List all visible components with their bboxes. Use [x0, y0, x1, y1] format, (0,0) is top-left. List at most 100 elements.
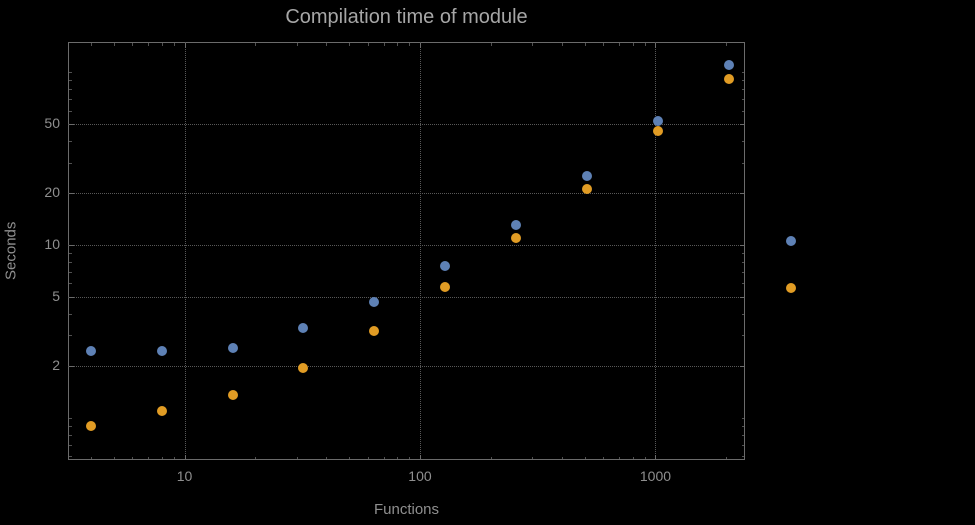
data-point-blue-x256 [511, 220, 522, 231]
x-minor-tick-bottom-200 [490, 457, 492, 460]
y-minor-tick-left-60 [69, 110, 72, 112]
gridline-horizontal-2 [68, 365, 745, 367]
y-minor-tick-left-0.9 [69, 425, 72, 427]
x-minor-tick-bottom-4 [90, 457, 92, 460]
x-minor-tick-top-200 [490, 43, 492, 46]
x-tick-bottom-100 [419, 455, 421, 460]
plot-area [68, 42, 745, 460]
y-minor-tick-right-3 [742, 335, 745, 337]
y-minor-tick-right-0.9 [742, 425, 745, 427]
y-minor-tick-left-80 [69, 89, 72, 91]
y-tick-right-10 [740, 245, 745, 247]
x-minor-tick-top-50 [349, 43, 351, 46]
x-tick-top-1000 [655, 43, 657, 48]
data-point-orange-x256 [511, 232, 522, 243]
y-minor-tick-right-1 [742, 417, 745, 419]
x-minor-tick-bottom-60 [367, 457, 369, 460]
y-minor-tick-left-9 [69, 253, 72, 255]
x-minor-tick-bottom-500 [584, 457, 586, 460]
data-point-orange-x128 [440, 282, 451, 293]
y-minor-tick-right-80 [742, 89, 745, 91]
y-minor-tick-right-30 [742, 162, 745, 164]
data-point-blue-x128 [440, 260, 451, 271]
data-point-blue-x2048 [723, 60, 734, 71]
y-minor-tick-left-70 [69, 99, 72, 101]
x-minor-tick-bottom-9 [173, 457, 175, 460]
legend-marker-orange [786, 283, 796, 293]
y-minor-tick-left-90 [69, 80, 72, 82]
data-point-orange-x32 [298, 362, 309, 373]
x-tick-label-100: 100 [408, 468, 432, 484]
y-minor-tick-right-6 [742, 283, 745, 285]
x-minor-tick-top-4 [90, 43, 92, 46]
y-minor-tick-right-90 [742, 80, 745, 82]
y-minor-tick-right-9 [742, 253, 745, 255]
data-point-blue-x16 [227, 342, 238, 353]
y-minor-tick-right-4 [742, 313, 745, 315]
y-tick-left-10 [69, 245, 74, 247]
x-minor-tick-bottom-2000 [726, 457, 728, 460]
x-minor-tick-bottom-7 [148, 457, 150, 460]
x-minor-tick-top-2000 [726, 43, 728, 46]
x-minor-tick-top-70 [383, 43, 385, 46]
gridline-horizontal-50 [68, 124, 745, 126]
data-point-orange-x8 [156, 405, 167, 416]
x-minor-tick-bottom-5 [113, 457, 115, 460]
x-minor-tick-bottom-70 [383, 457, 385, 460]
x-minor-tick-top-30 [296, 43, 298, 46]
x-minor-tick-bottom-90 [409, 457, 411, 460]
data-point-blue-x4 [85, 345, 96, 356]
y-minor-tick-left-0.6 [69, 456, 72, 458]
x-minor-tick-top-900 [644, 43, 646, 46]
x-minor-tick-top-20 [255, 43, 257, 46]
x-minor-tick-top-60 [367, 43, 369, 46]
y-minor-tick-right-0.8 [742, 434, 745, 436]
x-axis-label: Functions [373, 501, 440, 518]
x-minor-tick-top-800 [632, 43, 634, 46]
x-minor-tick-bottom-6 [132, 457, 134, 460]
x-minor-tick-top-400 [561, 43, 563, 46]
y-minor-tick-right-0.7 [742, 444, 745, 446]
y-minor-tick-left-0.7 [69, 444, 72, 446]
x-minor-tick-top-600 [603, 43, 605, 46]
x-minor-tick-bottom-80 [397, 457, 399, 460]
x-minor-tick-top-5 [113, 43, 115, 46]
y-minor-tick-right-70 [742, 99, 745, 101]
legend-marker-blue [786, 236, 796, 246]
x-minor-tick-bottom-30 [296, 457, 298, 460]
data-point-blue-x32 [298, 323, 309, 334]
y-minor-tick-right-40 [742, 141, 745, 143]
chart-title: Compilation time of module [285, 6, 528, 28]
x-minor-tick-top-40 [326, 43, 328, 46]
y-minor-tick-left-1 [69, 417, 72, 419]
x-tick-bottom-1000 [655, 455, 657, 460]
data-point-orange-x1024 [652, 125, 663, 136]
y-minor-tick-left-0.8 [69, 434, 72, 436]
x-minor-tick-top-6 [132, 43, 134, 46]
y-tick-right-5 [740, 297, 745, 299]
x-minor-tick-top-9 [173, 43, 175, 46]
y-minor-tick-right-60 [742, 110, 745, 112]
data-point-orange-x2048 [723, 73, 734, 84]
y-tick-left-5 [69, 297, 74, 299]
x-minor-tick-bottom-20 [255, 457, 257, 460]
y-tick-right-50 [740, 124, 745, 126]
gridline-vertical-10 [184, 42, 186, 460]
x-minor-tick-bottom-8 [161, 457, 163, 460]
y-tick-label-20: 20 [44, 184, 60, 201]
x-tick-top-10 [184, 43, 186, 48]
x-minor-tick-top-8 [161, 43, 163, 46]
x-minor-tick-bottom-900 [644, 457, 646, 460]
y-minor-tick-right-7 [742, 271, 745, 273]
y-minor-tick-left-3 [69, 335, 72, 337]
x-tick-bottom-10 [184, 455, 186, 460]
y-minor-tick-left-7 [69, 271, 72, 273]
data-point-orange-x512 [582, 184, 592, 195]
y-tick-label-10: 10 [44, 236, 60, 253]
x-minor-tick-bottom-40 [326, 457, 328, 460]
x-minor-tick-bottom-600 [603, 457, 605, 460]
x-minor-tick-top-300 [532, 43, 534, 46]
x-minor-tick-bottom-400 [561, 457, 563, 460]
x-minor-tick-top-7 [148, 43, 150, 46]
